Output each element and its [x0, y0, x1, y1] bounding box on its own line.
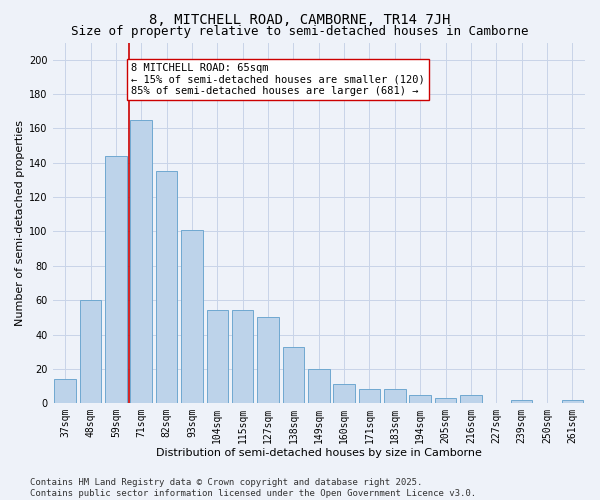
Bar	[206, 310, 228, 403]
Text: 8, MITCHELL ROAD, CAMBORNE, TR14 7JH: 8, MITCHELL ROAD, CAMBORNE, TR14 7JH	[149, 12, 451, 26]
Y-axis label: Number of semi-detached properties: Number of semi-detached properties	[15, 120, 25, 326]
Bar	[232, 310, 253, 403]
Bar	[156, 172, 178, 403]
Text: Contains HM Land Registry data © Crown copyright and database right 2025.
Contai: Contains HM Land Registry data © Crown c…	[30, 478, 476, 498]
Bar	[384, 390, 406, 403]
X-axis label: Distribution of semi-detached houses by size in Camborne: Distribution of semi-detached houses by …	[156, 448, 482, 458]
Bar	[460, 394, 482, 403]
Bar	[130, 120, 152, 403]
Bar	[511, 400, 532, 403]
Bar	[257, 318, 279, 403]
Bar	[562, 400, 583, 403]
Bar	[283, 346, 304, 403]
Bar	[409, 394, 431, 403]
Bar	[80, 300, 101, 403]
Bar	[359, 390, 380, 403]
Bar	[308, 369, 329, 403]
Text: Size of property relative to semi-detached houses in Camborne: Size of property relative to semi-detach…	[71, 25, 529, 38]
Bar	[181, 230, 203, 403]
Bar	[334, 384, 355, 403]
Bar	[105, 156, 127, 403]
Bar	[55, 379, 76, 403]
Text: 8 MITCHELL ROAD: 65sqm
← 15% of semi-detached houses are smaller (120)
85% of se: 8 MITCHELL ROAD: 65sqm ← 15% of semi-det…	[131, 63, 425, 96]
Bar	[435, 398, 457, 403]
